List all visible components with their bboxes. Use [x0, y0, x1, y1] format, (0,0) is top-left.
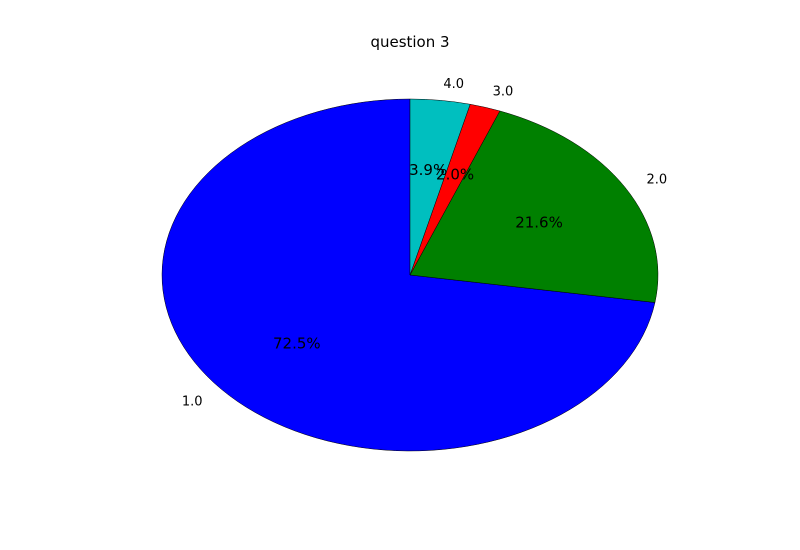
slice-pct-1-0: 72.5%	[273, 335, 321, 353]
slice-pct-2-0: 21.6%	[515, 213, 563, 231]
chart-title: question 3	[370, 33, 449, 51]
slice-label-3-0: 3.0	[493, 85, 514, 100]
slice-label-4-0: 4.0	[443, 77, 464, 92]
slice-label-2-0: 2.0	[647, 173, 668, 188]
pie-slice-4-0	[409, 98, 471, 276]
pie-labels: 1.0 72.5% 2.0 21.6% 3.0 2.0% 4.0 3.9%	[182, 77, 667, 410]
slice-pct-3-0: 2.0%	[436, 165, 474, 183]
pie-slice-1-0	[161, 98, 656, 452]
pie-wedges	[161, 98, 659, 452]
slice-label-1-0: 1.0	[182, 395, 203, 410]
slice-pct-4-0: 3.9%	[409, 161, 447, 179]
pie-slice-2-0	[409, 110, 659, 303]
